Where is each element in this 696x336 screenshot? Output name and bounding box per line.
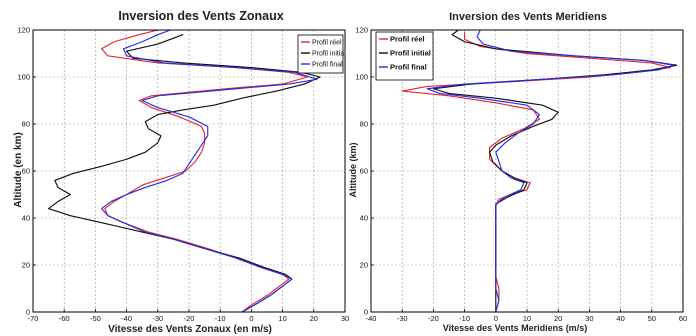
y-tick-label: 0: [26, 308, 30, 317]
legend-box: [375, 31, 434, 81]
y-tick-label: 20: [360, 261, 368, 270]
y-axis-label: Altitude (en km): [13, 132, 24, 208]
x-tick-label: 30: [341, 314, 349, 323]
x-tick-label: -30: [152, 314, 163, 323]
legend-label: Profil initial: [312, 51, 346, 58]
legend-label: Profil réel: [390, 35, 425, 44]
chart-meridional-winds: Inversion des Vents Meridiens Vitesse de…: [348, 11, 687, 333]
y-tick-label: 120: [355, 26, 368, 35]
x-tick-label: -60: [59, 314, 70, 323]
x-tick-label: 30: [585, 314, 593, 323]
legend: Profil réel Profil initial Profil final: [297, 34, 346, 74]
y-tick-label: 120: [17, 26, 30, 35]
x-tick-label: 50: [648, 314, 656, 323]
y-tick-label: 60: [22, 167, 30, 176]
legend-label: Profil final: [390, 63, 427, 72]
x-tick-label: -10: [459, 314, 470, 323]
y-axis-label: Altitude (km): [348, 142, 358, 197]
y-tick-label: 40: [22, 214, 30, 223]
y-tick-label: 40: [360, 214, 368, 223]
legend-label: Profil initial: [390, 49, 431, 58]
chart-title: Inversion des Vents Meridiens: [449, 11, 607, 23]
x-tick-label: -20: [184, 314, 195, 323]
x-tick-label: -70: [28, 314, 39, 323]
x-tick-label: 10: [278, 314, 286, 323]
y-tick-label: 0: [364, 308, 368, 317]
y-tick-label: 80: [22, 120, 30, 129]
y-tick-label: 20: [22, 261, 30, 270]
x-tick-label: 20: [554, 314, 562, 323]
x-tick-label: -50: [90, 314, 101, 323]
plot-frame: [32, 29, 346, 313]
y-tick-label: 60: [360, 167, 368, 176]
x-tick-label: 20: [310, 314, 318, 323]
x-axis-label: Vitesse des Vents Zonaux (en m/s): [108, 324, 272, 335]
x-tick-label: -10: [215, 314, 226, 323]
x-tick-label: -40: [366, 314, 377, 323]
x-tick-label: -30: [397, 314, 408, 323]
series-line-3: [101, 29, 318, 313]
y-tick-label: 100: [17, 73, 30, 82]
chart-title: Inversion des Vents Zonaux: [118, 9, 283, 23]
legend: Profil réel Profil initial Profil final: [375, 31, 434, 81]
x-tick-label: -20: [428, 314, 439, 323]
legend-label: Profil final: [312, 62, 343, 69]
series-line-2: [48, 34, 321, 313]
x-tick-label: 60: [679, 314, 687, 323]
x-axis-label: Vitesse des Vents Meridiens (m/s): [443, 323, 587, 333]
x-tick-label: 0: [249, 314, 253, 323]
x-tick-label: 10: [523, 314, 531, 323]
y-tick-label: 80: [360, 120, 368, 129]
plot-frame: [370, 29, 684, 313]
x-tick-label: 40: [616, 314, 624, 323]
y-tick-label: 100: [355, 73, 368, 82]
chart-zonal-winds: Inversion des Vents Zonaux Vitesse des V…: [13, 9, 349, 335]
x-tick-label: -40: [121, 314, 132, 323]
legend-label: Profil réel: [312, 40, 342, 47]
series-line-3: [426, 29, 675, 313]
legend-box: [297, 34, 344, 74]
x-tick-label: 0: [494, 314, 498, 323]
